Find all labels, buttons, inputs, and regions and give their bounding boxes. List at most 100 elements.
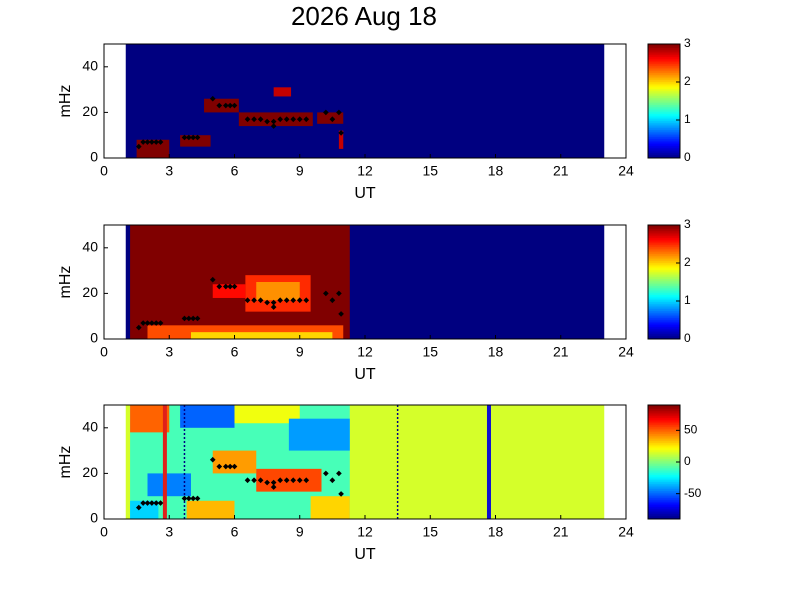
detection-point — [140, 500, 146, 506]
colorbar-swatch — [648, 269, 680, 272]
colorbar-swatch — [648, 294, 680, 297]
detection-point — [323, 470, 329, 477]
colorbar-swatch — [648, 283, 680, 287]
colorbar-swatch — [648, 513, 680, 516]
colorbar-swatch — [648, 447, 680, 451]
colorbar-tick-label: 1 — [684, 112, 691, 126]
detection-point — [303, 116, 310, 123]
colorbar-swatch — [648, 502, 680, 506]
colorbar-swatch — [648, 485, 680, 488]
y-axis-label: mHz — [57, 266, 74, 299]
detection-point — [303, 297, 310, 304]
colorbar-swatch — [648, 472, 680, 475]
colorbar-swatch — [648, 405, 680, 408]
detection-point — [144, 500, 151, 506]
colorbar-swatch — [648, 86, 680, 90]
detection-point — [135, 504, 142, 511]
colorbar-swatch — [648, 460, 680, 463]
y-tick-label: 0 — [90, 149, 98, 165]
colorbar-swatch — [648, 462, 680, 465]
colorbar-swatch — [648, 515, 680, 518]
colorbar-swatch — [648, 95, 680, 98]
colorbar-swatch — [648, 456, 680, 459]
colorbar-swatch — [648, 319, 680, 322]
colorbar-swatch — [648, 317, 680, 320]
colorbar-swatch — [648, 467, 680, 470]
colorbar-swatch — [648, 445, 680, 449]
colorbar-swatch — [648, 453, 680, 456]
colorbar-swatch — [648, 305, 680, 308]
colorbar-swatch — [648, 306, 680, 310]
heat-cell — [191, 332, 333, 339]
detection-point — [231, 283, 238, 290]
colorbar-swatch — [648, 328, 680, 331]
colorbar-swatch — [648, 415, 680, 418]
detection-point — [329, 297, 336, 304]
detection-point — [135, 143, 142, 150]
colorbar-swatch — [648, 255, 680, 258]
colorbar-swatch — [648, 239, 680, 242]
colorbar-swatch — [648, 93, 680, 97]
colorbar-swatch — [648, 129, 680, 132]
detection-point — [329, 477, 336, 484]
detection-point — [264, 118, 270, 125]
detection-point — [185, 495, 192, 502]
colorbar-swatch — [648, 465, 680, 468]
colorbar-swatch — [648, 440, 680, 443]
x-tick-label: 9 — [296, 163, 304, 179]
colorbar-swatch — [648, 84, 680, 88]
colorbar-swatch — [648, 264, 680, 267]
heat-cell — [310, 496, 350, 519]
detection-point — [264, 479, 270, 486]
detection-point — [190, 134, 197, 141]
colorbar-frame — [647, 43, 681, 159]
colorbar-swatch — [648, 125, 680, 129]
colorbar-swatch — [648, 101, 680, 104]
detection-point — [251, 297, 257, 304]
colorbar-swatch — [648, 280, 680, 283]
colorbar-swatch — [648, 65, 680, 68]
colorbar-swatch — [648, 68, 680, 72]
colorbar-swatch — [648, 51, 680, 54]
colorbar-swatch — [648, 433, 680, 436]
heat-cell — [147, 473, 191, 497]
figure-title: 2026 Aug 18 — [291, 1, 437, 31]
colorbar-swatch — [648, 499, 680, 502]
colorbar-tick-label: 0 — [684, 331, 691, 345]
colorbar-tick-label: 3 — [684, 217, 691, 231]
detection-point — [149, 500, 155, 506]
colorbar-tick-label: 2 — [684, 74, 691, 88]
x-tick-label: 3 — [165, 524, 173, 540]
x-tick-label: 12 — [357, 344, 373, 360]
colorbar-swatch — [648, 282, 680, 285]
colorbar-swatch — [648, 90, 680, 93]
colorbar-swatch — [648, 428, 680, 431]
colorbar-swatch — [648, 303, 680, 306]
colorbar-swatch — [648, 474, 680, 477]
detection-point — [144, 139, 151, 145]
colorbar-swatch — [648, 120, 680, 123]
detection-point — [290, 297, 297, 304]
detection-point — [185, 315, 192, 322]
colorbar-swatch — [648, 449, 680, 452]
colorbar-swatch — [648, 321, 680, 324]
colorbar-swatch — [648, 58, 680, 61]
y-tick-label: 0 — [90, 330, 98, 346]
colorbar-swatch — [648, 253, 680, 256]
detection-point — [277, 116, 284, 123]
colorbar-swatch — [648, 301, 680, 304]
colorbar-swatch — [648, 72, 680, 75]
colorbar-swatch — [648, 262, 680, 265]
colorbar-swatch — [648, 131, 680, 134]
colorbar-swatch — [648, 106, 680, 109]
colorbar-swatch — [648, 226, 680, 230]
detection-point — [257, 116, 264, 123]
colorbar-swatch — [648, 469, 680, 472]
colorbar-tick-label: -50 — [684, 486, 702, 500]
colorbar-swatch — [648, 45, 680, 49]
heat-cell — [238, 112, 313, 127]
detection-point — [244, 297, 251, 304]
colorbar-swatch — [648, 228, 680, 231]
colorbar-swatch — [648, 492, 680, 495]
colorbar-swatch — [648, 67, 680, 70]
